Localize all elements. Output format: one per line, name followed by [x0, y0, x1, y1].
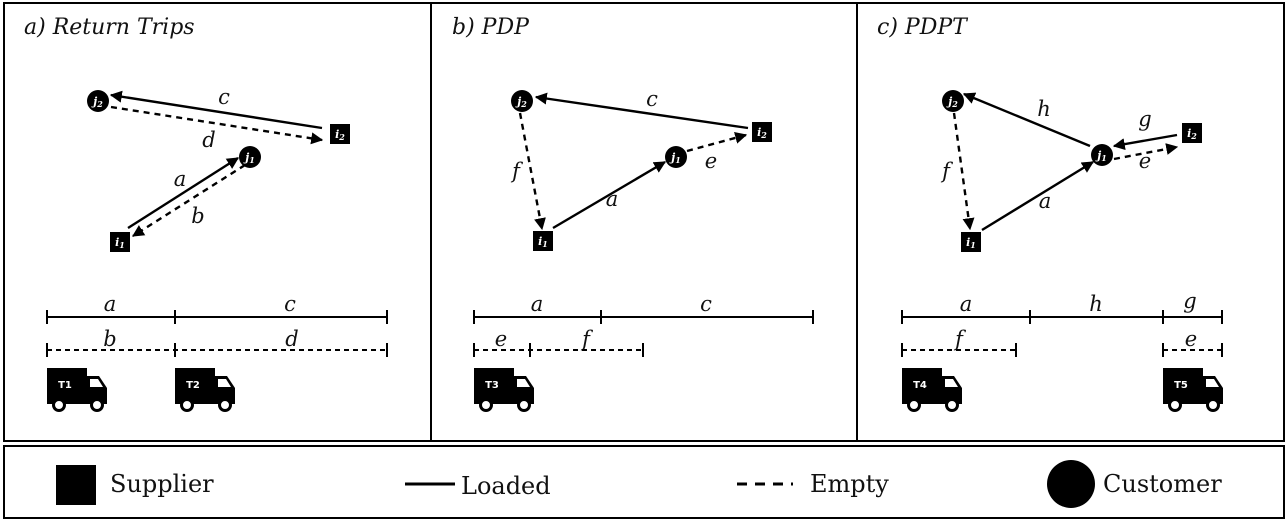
timeline-label-f: f [580, 327, 593, 351]
legend: Supplier Loaded Empty Customer [56, 460, 1222, 508]
node-label-i1: i1 [966, 236, 976, 250]
timeline-label-f: f [953, 327, 966, 351]
panel-b-title: b) PDP [452, 15, 530, 40]
customer-node-j1 [665, 146, 687, 168]
truck-icon-T4: T4 [900, 366, 964, 412]
supplier-node-i1 [533, 231, 553, 251]
truck-label-T1: T1 [58, 380, 72, 391]
edge-f-empty [952, 112, 975, 231]
customer-node-j1 [1091, 144, 1113, 166]
edge-b-empty [131, 163, 246, 238]
edge-label-d: d [202, 128, 215, 152]
truck-label-T5: T5 [1174, 380, 1188, 391]
legend-supplier: Supplier [110, 470, 214, 498]
truck-icon-T5: T5 [1161, 366, 1225, 412]
edge-a-loaded [127, 156, 240, 230]
supplier-node-i2 [330, 124, 350, 144]
timeline-label-b: b [103, 327, 116, 351]
supplier-node-i2 [1182, 123, 1202, 143]
edge-label-a: a [606, 187, 619, 211]
edge-c-loaded [109, 90, 323, 130]
edge-label-f: f [510, 159, 523, 183]
supplier-node-i2 [752, 122, 772, 142]
truck-icon-T3: T3 [472, 366, 536, 412]
supplier-node-i1 [961, 232, 981, 252]
edge-label-e: e [705, 149, 717, 173]
node-label-j1: j1 [669, 151, 681, 165]
node-label-i2: i2 [335, 128, 345, 142]
edge-f-empty [518, 112, 546, 231]
supplier-legend-icon [56, 465, 96, 505]
edge-h-loaded [962, 92, 1091, 148]
timeline-label-c: c [700, 292, 712, 316]
node-label-i1: i1 [538, 235, 548, 249]
timeline-label-a: a [531, 292, 544, 316]
node-label-j2: j2 [91, 95, 103, 109]
timeline-label-c: c [284, 292, 296, 316]
timeline-label-g: g [1183, 289, 1196, 313]
panel-a-title: a) Return Trips [24, 15, 195, 40]
panel-b: b) PDP j2 i2 j1 i1 c f a e a c e f [452, 15, 814, 412]
edge-label-f: f [940, 159, 953, 183]
timeline-label-d: d [285, 327, 298, 351]
edge-d-empty [110, 105, 324, 145]
timeline-label-a: a [104, 292, 117, 316]
node-label-j2: j2 [515, 95, 527, 109]
customer-node-j2 [511, 90, 533, 112]
timeline-label-a: a [960, 292, 973, 316]
edge-label-a: a [174, 167, 187, 191]
edge-label-h: h [1037, 97, 1051, 121]
edge-label-b: b [191, 204, 204, 228]
node-label-j1: j1 [243, 151, 255, 165]
customer-node-j2 [942, 90, 964, 112]
panel-c: c) PDPT j2 i2 j1 i1 h f a g e a h g f e [877, 15, 1225, 412]
truck-label-T4: T4 [913, 380, 927, 391]
timeline-label-h: h [1089, 292, 1103, 316]
legend-customer: Customer [1103, 470, 1222, 498]
panel-a: a) Return Trips j2 i2 j1 i1 c d a b a c … [24, 15, 388, 412]
customer-legend-icon [1047, 460, 1095, 508]
legend-empty: Empty [810, 470, 889, 498]
panel-c-border [856, 2, 1285, 442]
edge-g-loaded [1112, 133, 1178, 151]
edge-a-loaded [981, 160, 1095, 232]
node-label-i1: i1 [115, 236, 125, 250]
node-label-i2: i2 [1187, 127, 1197, 141]
supplier-node-i1 [110, 232, 130, 252]
node-label-j2: j2 [946, 95, 958, 109]
edge-label-g: g [1138, 107, 1151, 131]
truck-label-T2: T2 [186, 380, 200, 391]
truck-icon-T2: T2 [173, 366, 237, 412]
legend-border [3, 445, 1285, 519]
edge-c-loaded [534, 92, 749, 130]
edge-label-c: c [218, 85, 230, 109]
panel-c-title: c) PDPT [877, 15, 969, 40]
customer-node-j1 [239, 146, 261, 168]
edge-label-c: c [646, 87, 658, 111]
node-label-j1: j1 [1095, 149, 1107, 163]
timeline-label-e: e [495, 327, 507, 351]
edge-a-loaded [552, 160, 667, 230]
edge-label-e: e [1139, 149, 1151, 173]
truck-icon-T1: T1 [45, 366, 109, 412]
legend-loaded: Loaded [461, 472, 551, 500]
node-label-i2: i2 [757, 126, 767, 140]
truck-label-T3: T3 [485, 380, 499, 391]
timeline-label-e: e [1185, 327, 1197, 351]
customer-node-j2 [87, 90, 109, 112]
edge-label-a: a [1039, 189, 1052, 213]
